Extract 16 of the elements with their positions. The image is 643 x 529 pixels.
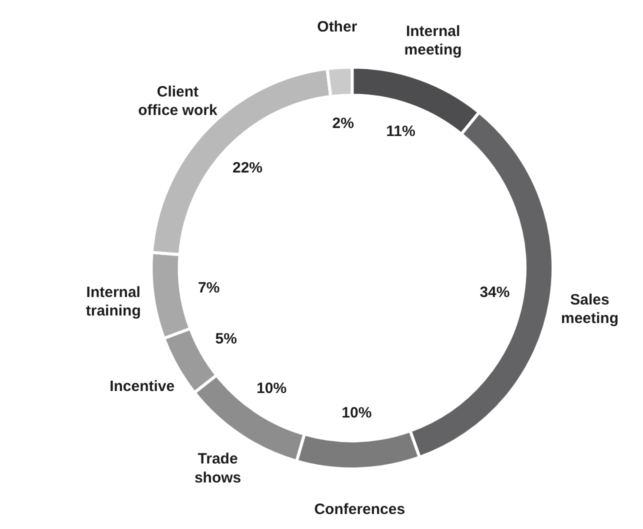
data-label: 22% [232, 160, 262, 177]
data-label: 2% [332, 114, 354, 132]
slice-label: Conferences [314, 500, 406, 518]
slice-label: Internal meeting [404, 22, 462, 58]
data-label: 10% [256, 380, 287, 397]
data-label: 34% [480, 284, 510, 302]
slice-label: Client office work [138, 84, 218, 120]
slice-label: Trade shows [194, 450, 242, 486]
slice-label: Incentive [110, 378, 175, 396]
data-label: 10% [342, 404, 372, 422]
slice-label: Other [317, 18, 358, 36]
data-label: 5% [215, 330, 237, 348]
data-label: 7% [198, 280, 220, 297]
slice-label: Sales meeting [560, 291, 619, 327]
slice-label: Internal training [86, 284, 141, 320]
data-label: 11% [386, 123, 416, 140]
